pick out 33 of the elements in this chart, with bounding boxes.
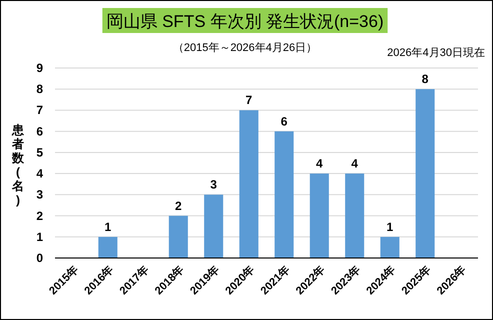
y-tick-label: 2 [36,208,44,223]
data-label: 1 [104,220,112,234]
y-tick-label: 9 [36,61,44,75]
bar [204,194,224,258]
bar [168,216,188,258]
data-label: 8 [422,72,429,86]
y-axis-title: 患者数(名) [11,123,25,207]
bar [345,174,364,258]
data-label: 6 [280,114,288,128]
bar [310,174,329,258]
data-label: 4 [351,156,358,171]
y-tick-label: 4 [36,166,44,181]
y-tick-label: 3 [36,188,44,202]
y-tick-label: 7 [36,103,44,118]
y-tick-label: 1 [36,230,44,244]
chart-subtitle: （2015年～2026年4月26日） [172,42,318,54]
title: 岡山県 SFTS 年次別 発生状況(n=36) [102,8,388,33]
bar [274,131,294,258]
bar [416,89,435,258]
bar [380,236,400,258]
y-tick-label: 6 [36,124,44,138]
bar [239,110,258,258]
data-label: 4 [316,156,324,171]
chart-title: 岡山県 SFTS 年次別 発生状況(n=36) [106,12,384,31]
text: 2026年4月30日現在 [387,47,485,59]
data-label: 1 [386,220,394,234]
data-label: 3 [210,178,218,192]
y-tick-label: 0 [36,251,44,265]
y-tick-label: 5 [36,145,44,160]
data-label: 2 [175,198,182,213]
data-label: 7 [246,93,253,108]
y-tick-label: 8 [36,82,44,96]
bar [98,236,118,258]
